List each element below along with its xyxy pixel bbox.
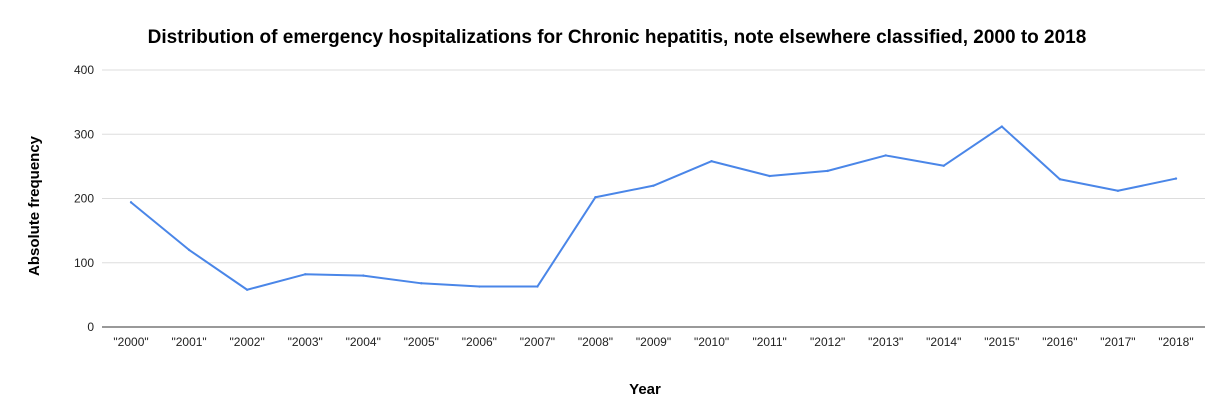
x-tick-label: "2003"	[288, 335, 323, 349]
x-tick-label: "2008"	[578, 335, 613, 349]
y-tick-label: 100	[74, 256, 94, 270]
gridlines	[102, 69, 1205, 328]
x-tick-label: "2011"	[752, 335, 786, 349]
y-tick-label: 0	[87, 320, 94, 334]
y-axis-ticks: 0 100 200 300 400	[74, 63, 94, 334]
y-tick-label: 300	[74, 127, 94, 141]
data-point	[420, 282, 423, 285]
data-point	[1174, 177, 1178, 180]
x-tick-label: "2007"	[520, 335, 555, 349]
data-point	[594, 196, 597, 199]
x-tick-label: "2013"	[868, 335, 903, 349]
x-tick-label: "2000"	[113, 335, 148, 349]
x-tick-label: "2015"	[984, 335, 1019, 349]
data-point	[942, 164, 945, 167]
data-point	[362, 274, 365, 277]
x-axis-title: Year	[629, 381, 661, 398]
data-point	[187, 248, 191, 252]
data-point	[536, 285, 539, 288]
data-point	[478, 285, 481, 288]
x-tick-label: "2002"	[230, 335, 265, 349]
data-point	[303, 273, 307, 276]
y-tick-label: 400	[74, 63, 94, 77]
x-tick-label: "2009"	[636, 335, 671, 349]
x-tick-label: "2016"	[1042, 335, 1077, 349]
x-tick-label: "2005"	[404, 335, 439, 349]
y-tick-label: 200	[74, 192, 94, 206]
data-point	[129, 201, 133, 204]
data-point	[884, 154, 887, 157]
chart-title: Distribution of emergency hospitalizatio…	[148, 27, 1087, 48]
data-point	[1000, 125, 1004, 128]
series-line	[130, 125, 1177, 291]
x-tick-label: "2001"	[171, 335, 206, 349]
x-tick-label: "2006"	[462, 335, 497, 349]
data-point	[826, 169, 829, 173]
y-axis-title: Absolute frequency	[26, 135, 43, 276]
x-tick-label: "2014"	[926, 335, 961, 349]
series-layer	[129, 125, 1178, 291]
x-tick-label: "2012"	[810, 335, 845, 349]
data-point	[710, 160, 713, 163]
x-tick-label: "2018"	[1158, 335, 1193, 349]
data-point	[768, 174, 771, 178]
data-point	[245, 288, 249, 291]
data-point	[1058, 178, 1062, 181]
x-axis-ticks: "2000" "2001" "2002" "2003" "2004" "2005" "200…	[113, 335, 1193, 349]
data-point	[652, 184, 655, 187]
x-tick-label: "2010"	[694, 335, 729, 349]
data-point	[1116, 189, 1120, 192]
x-tick-label: "2017"	[1100, 335, 1135, 349]
x-tick-label: "2004"	[346, 335, 381, 349]
